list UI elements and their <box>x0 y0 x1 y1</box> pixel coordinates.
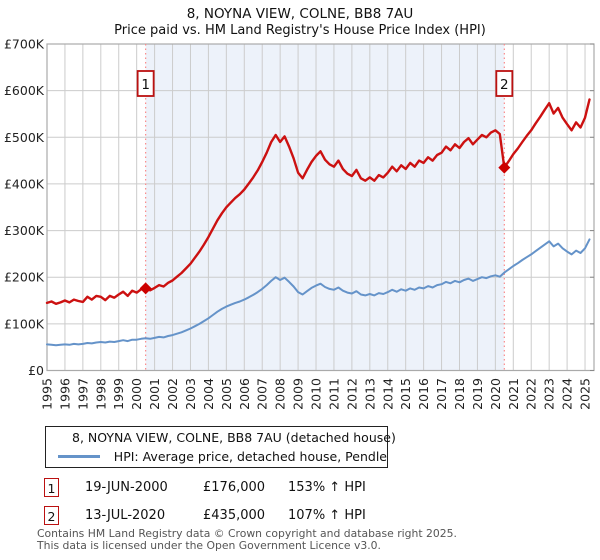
x-axis-label: 2011 <box>326 378 341 410</box>
x-axis-label: 2017 <box>434 378 449 410</box>
property-price-line <box>45 98 591 305</box>
legend-item-hpi: HPI: Average price, detached house, Pend… <box>46 448 387 466</box>
transaction-1-date: 19-JUN-2000 <box>85 480 168 495</box>
y-axis-label: £300K <box>4 223 45 238</box>
x-axis-label: 2014 <box>380 378 395 410</box>
transaction-2-marker: 2 <box>44 506 59 525</box>
x-axis-label: 2024 <box>560 378 575 410</box>
sale-marker-label: 2 <box>500 77 509 93</box>
y-axis-label: £400K <box>4 176 45 191</box>
x-axis-label: 1999 <box>111 378 126 410</box>
transaction-1-hpi-change: 153% ↑ HPI <box>288 480 366 495</box>
transaction-row-1: 1 19-JUN-2000 £176,000 153% ↑ HPI <box>44 478 584 500</box>
x-axis-label: 2007 <box>255 378 270 410</box>
transaction-2-date: 13-JUL-2020 <box>85 508 166 523</box>
x-axis-label: 2010 <box>309 378 324 410</box>
license-line-2: This data is licensed under the Open Gov… <box>37 538 381 552</box>
legend-label-hpi: HPI: Average price, detached house, Pend… <box>113 449 387 465</box>
x-axis-label: 2012 <box>344 378 359 410</box>
x-axis-label: 2020 <box>488 378 503 410</box>
sale-marker-box <box>495 70 514 97</box>
chart-legend: 8, NOYNA VIEW, COLNE, BB8 7AU (detached … <box>45 426 396 468</box>
chart-subtitle: Price paid vs. HM Land Registry's House … <box>114 23 486 38</box>
x-axis-label: 2015 <box>398 378 413 410</box>
x-axis-label: 2013 <box>362 378 377 410</box>
x-axis-label: 2000 <box>129 378 144 410</box>
sale-marker-label: 1 <box>141 77 150 93</box>
x-axis-label: 2006 <box>237 378 252 410</box>
plot-border <box>46 43 595 372</box>
x-axis-label: 2009 <box>291 378 306 410</box>
y-axis-label: £100K <box>4 316 45 331</box>
transaction-row-2: 2 13-JUL-2020 £435,000 107% ↑ HPI <box>44 506 584 528</box>
x-axis-label: 2021 <box>506 378 521 410</box>
x-axis-label: 1998 <box>93 378 108 410</box>
x-axis-label: 1995 <box>40 378 55 410</box>
transaction-1-price: £176,000 <box>203 480 266 495</box>
hpi-average-line <box>46 238 591 347</box>
y-axis-label: £600K <box>4 83 45 98</box>
x-axis-label: 2002 <box>165 378 180 410</box>
license-line-1: Contains HM Land Registry data © Crown c… <box>37 527 457 540</box>
x-axis-label: 1996 <box>57 378 72 410</box>
x-axis-label: 2023 <box>542 378 557 410</box>
x-axis-label: 2019 <box>470 378 485 410</box>
sale-marker-box <box>136 70 155 97</box>
y-axis-label: £0 <box>28 363 44 378</box>
x-axis-label: 1997 <box>75 378 90 410</box>
x-axis-label: 2025 <box>578 378 593 410</box>
x-axis-label: 2005 <box>219 378 234 410</box>
x-axis-label: 2022 <box>524 378 539 410</box>
x-axis-label: 2016 <box>416 378 431 410</box>
y-axis-label: £500K <box>4 130 45 145</box>
x-axis-label: 2018 <box>452 378 467 410</box>
chart-title: 8, NOYNA VIEW, COLNE, BB8 7AU <box>186 6 414 22</box>
legend-label-property: 8, NOYNA VIEW, COLNE, BB8 7AU (detached … <box>72 429 396 445</box>
y-axis-label: £700K <box>4 37 45 52</box>
transaction-2-hpi-change: 107% ↑ HPI <box>288 508 366 523</box>
x-axis-label: 2004 <box>201 378 216 410</box>
hpi-line-swatch <box>58 455 100 459</box>
license-note: Contains HM Land Registry data © Crown c… <box>37 528 457 551</box>
x-axis-label: 2003 <box>183 378 198 410</box>
transaction-2-price: £435,000 <box>203 508 266 523</box>
sale-point-marker <box>498 161 511 174</box>
sale-point-marker <box>139 282 152 295</box>
x-axis-label: 2001 <box>147 378 162 410</box>
transaction-1-marker: 1 <box>44 478 59 497</box>
x-axis-label: 2008 <box>273 378 288 410</box>
y-axis-label: £200K <box>4 270 45 285</box>
price-chart: 1 2 £0 £100K £200K £300K £400K £500K £600K £700K 1… <box>4 37 595 410</box>
ownership-period-shading <box>145 44 505 371</box>
legend-item-property: 8, NOYNA VIEW, COLNE, BB8 7AU (detached … <box>46 428 396 446</box>
